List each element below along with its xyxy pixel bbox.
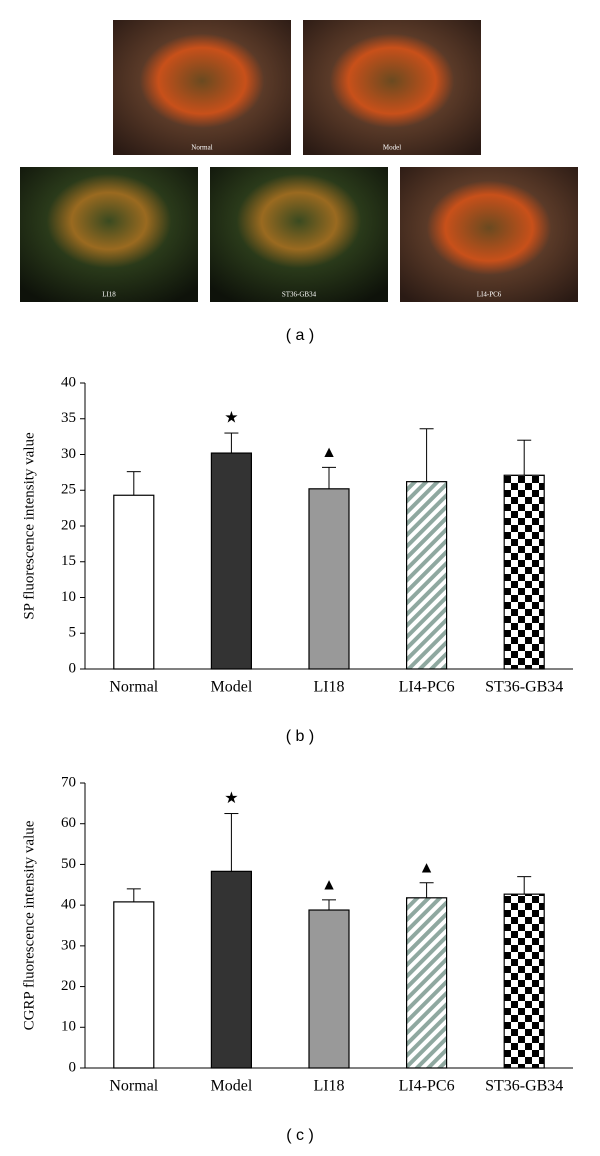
y-tick-label: 30 [61,937,76,953]
significance-marker: ▲ [419,859,435,876]
x-tick-label: ST36-GB34 [485,1078,563,1095]
y-tick-label: 0 [69,1059,77,1075]
y-tick-label: 30 [61,446,76,462]
micrograph [20,167,198,302]
y-tick-label: 70 [61,774,76,790]
bar [308,488,350,670]
bar [210,452,252,670]
image-label: Normal [191,144,212,152]
bar [503,474,545,670]
bar [406,897,448,1069]
x-tick-label: ST36-GB34 [485,679,563,696]
image-label: Model [383,144,401,152]
y-tick-label: 60 [61,815,76,831]
x-tick-label: LI18 [313,679,344,696]
bar [406,481,448,670]
y-axis-label: SP fluorescence intensity value [21,432,37,620]
panel-caption: ( b ) [286,728,314,745]
micrograph [210,167,388,302]
x-tick-label: LI4-PC6 [399,679,455,696]
y-tick-label: 20 [61,978,76,994]
y-tick-label: 40 [61,374,76,390]
y-tick-label: 20 [61,517,76,533]
bar [113,494,155,670]
significance-marker: ★ [224,790,238,807]
micrographs: Normal Model LI18 ST36-GB34 LI4-PC6 ( a … [20,20,578,344]
panel-caption: ( a ) [286,327,314,344]
x-tick-label: LI18 [313,1078,344,1095]
bar [113,901,155,1069]
y-tick-label: 0 [69,660,77,676]
image-label: LI4-PC6 [477,291,502,299]
y-axis-label: CGRP fluorescence intensity value [21,820,37,1030]
bar [308,909,350,1069]
y-tick-label: 10 [61,1019,76,1035]
y-tick-label: 10 [61,589,76,605]
x-tick-label: Model [211,679,253,696]
x-tick-label: Model [211,1078,253,1095]
micrograph [400,167,578,302]
significance-marker: ★ [224,410,238,427]
panel-caption: ( c ) [286,1127,314,1144]
bar [503,893,545,1069]
significance-marker: ▲ [321,444,337,461]
y-tick-label: 40 [61,897,76,913]
x-tick-label: LI4-PC6 [399,1078,455,1095]
x-tick-label: Normal [109,679,158,696]
bar [210,870,252,1069]
y-tick-label: 35 [61,410,76,426]
y-tick-label: 50 [61,856,76,872]
y-tick-label: 25 [61,482,76,498]
micrograph [113,20,291,155]
x-tick-label: Normal [109,1078,158,1095]
image-label: LI18 [102,291,116,299]
significance-marker: ▲ [321,877,337,894]
y-tick-label: 15 [61,553,76,569]
y-tick-label: 5 [69,625,77,641]
image-label: ST36-GB34 [282,291,317,299]
micrograph [303,20,481,155]
